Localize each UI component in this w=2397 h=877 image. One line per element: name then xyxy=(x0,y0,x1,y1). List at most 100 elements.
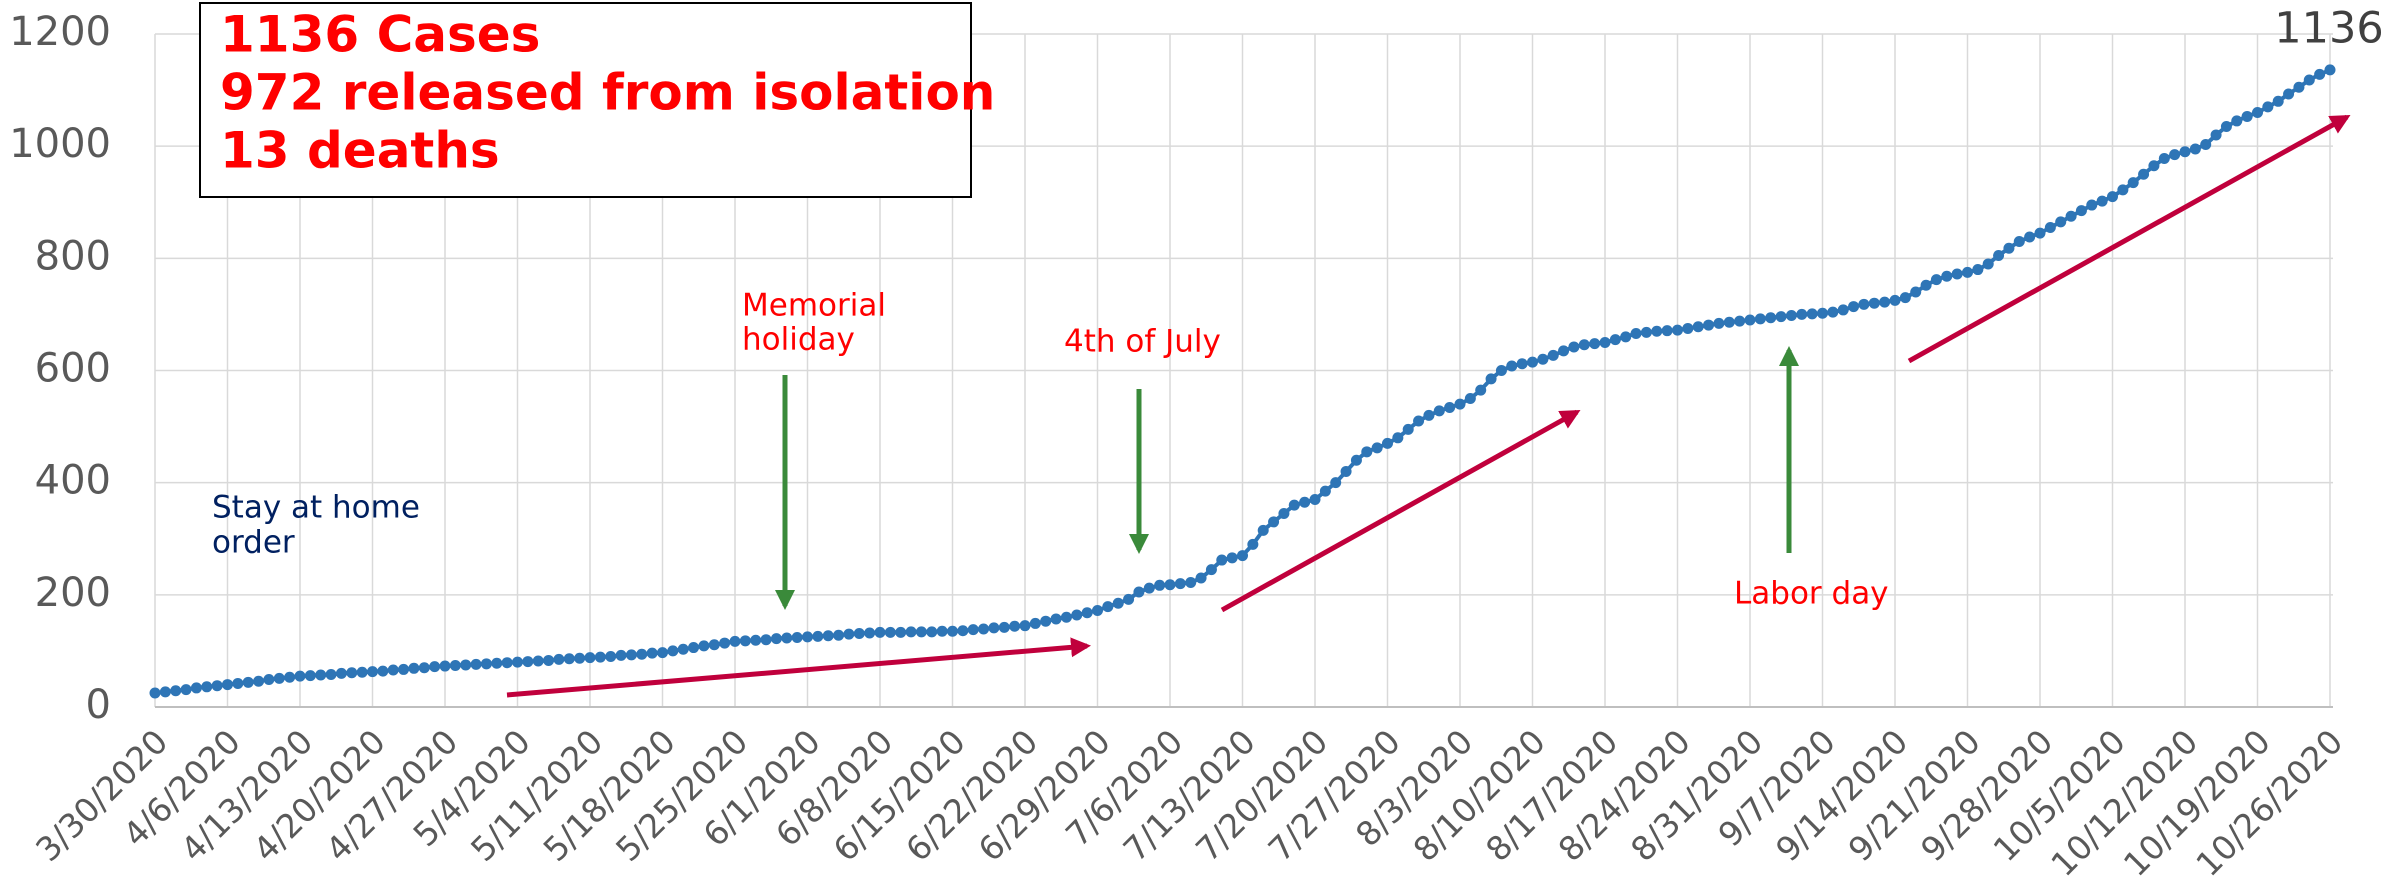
point xyxy=(915,626,927,638)
point xyxy=(698,640,710,652)
point xyxy=(1620,331,1632,343)
point xyxy=(2013,236,2025,248)
point xyxy=(1154,579,1166,591)
point xyxy=(1133,586,1145,598)
point xyxy=(2179,146,2191,158)
point xyxy=(1350,454,1362,466)
point xyxy=(1713,317,1725,329)
point xyxy=(1361,446,1373,458)
point xyxy=(180,684,192,696)
point xyxy=(543,654,555,666)
point xyxy=(1237,550,1248,562)
point xyxy=(1744,314,1756,326)
point xyxy=(2262,101,2274,113)
point xyxy=(2148,160,2160,172)
point xyxy=(2293,81,2305,93)
point xyxy=(615,649,627,661)
point xyxy=(1112,597,1124,609)
point xyxy=(387,664,399,676)
point xyxy=(284,671,296,683)
point xyxy=(657,647,668,659)
point xyxy=(677,643,689,655)
point xyxy=(978,623,990,635)
point xyxy=(242,676,254,688)
point xyxy=(2044,221,2056,233)
point xyxy=(884,626,896,638)
point xyxy=(1672,324,1683,336)
point xyxy=(584,652,596,664)
point xyxy=(998,621,1010,633)
point xyxy=(1257,524,1269,536)
point xyxy=(2231,115,2243,127)
point xyxy=(501,657,513,669)
point xyxy=(232,677,244,689)
point xyxy=(439,660,451,672)
point xyxy=(594,651,606,663)
point xyxy=(967,624,979,636)
point xyxy=(1630,327,1642,339)
point xyxy=(2252,107,2263,119)
annotation: 4th of July xyxy=(1064,324,1221,360)
point xyxy=(491,657,503,669)
point xyxy=(2169,149,2181,161)
point xyxy=(418,662,430,674)
point xyxy=(1423,409,1435,421)
point xyxy=(1205,564,1217,576)
point xyxy=(470,658,482,670)
point xyxy=(1092,605,1103,617)
point xyxy=(760,634,772,646)
point xyxy=(833,629,845,641)
arrow xyxy=(1220,409,1581,613)
point xyxy=(1796,308,1808,320)
point xyxy=(2055,216,2067,228)
point xyxy=(1962,266,1973,278)
point xyxy=(1278,508,1290,520)
point xyxy=(2272,95,2284,107)
point xyxy=(1288,499,1300,511)
point xyxy=(1993,250,2005,262)
point xyxy=(1309,493,1321,505)
point xyxy=(739,635,751,647)
point xyxy=(605,651,617,663)
point xyxy=(874,626,886,638)
point xyxy=(646,647,658,659)
point xyxy=(636,648,648,660)
point xyxy=(791,631,803,643)
point xyxy=(2003,242,2015,254)
point xyxy=(2127,177,2139,189)
point xyxy=(1195,572,1207,584)
point xyxy=(770,633,782,645)
point xyxy=(812,630,824,642)
point xyxy=(2303,74,2315,86)
point xyxy=(2024,231,2036,243)
point xyxy=(853,628,865,640)
point xyxy=(1578,339,1590,351)
point xyxy=(781,632,793,644)
point xyxy=(988,622,1000,634)
point xyxy=(843,628,855,640)
point xyxy=(1071,609,1083,621)
point xyxy=(1910,286,1922,298)
point xyxy=(1775,311,1787,323)
point xyxy=(222,679,233,691)
point xyxy=(367,666,378,678)
point xyxy=(822,630,834,642)
point xyxy=(356,666,368,678)
y-tick-label: 800 xyxy=(35,233,111,279)
point xyxy=(1506,360,1518,372)
point xyxy=(1485,373,1497,385)
point xyxy=(1827,306,1839,318)
arrow xyxy=(1907,114,2351,364)
point xyxy=(1837,304,1849,316)
point xyxy=(532,655,544,667)
point xyxy=(1464,393,1476,405)
point xyxy=(1527,356,1538,368)
point xyxy=(2324,64,2336,76)
point xyxy=(1806,308,1818,320)
point xyxy=(1754,313,1766,325)
point xyxy=(1848,301,1860,313)
point xyxy=(1340,465,1352,477)
point xyxy=(253,675,265,687)
point xyxy=(2096,195,2108,207)
last-value-label: 1136 xyxy=(2274,4,2383,54)
